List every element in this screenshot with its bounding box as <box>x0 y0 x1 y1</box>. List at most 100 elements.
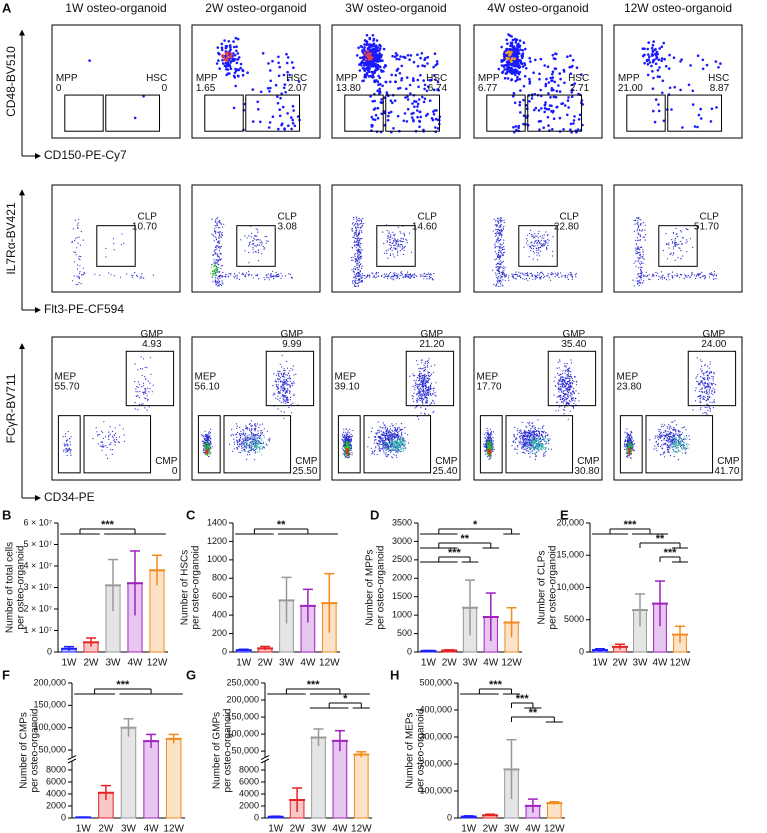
event-dot <box>404 96 407 99</box>
event-dot <box>419 373 421 375</box>
event-dot <box>692 247 694 249</box>
event-dot <box>498 230 500 232</box>
event-dot <box>400 64 404 68</box>
event-dot <box>638 224 640 227</box>
event-dot <box>204 433 207 436</box>
event-dot <box>347 430 349 432</box>
event-dot <box>495 266 498 268</box>
event-dot <box>216 245 218 247</box>
event-dot <box>534 233 536 235</box>
event-dot <box>499 257 501 259</box>
event-dot <box>678 247 680 249</box>
event-dot <box>542 272 544 274</box>
event-dot <box>390 278 392 280</box>
event-dot <box>666 258 669 260</box>
event-dot <box>252 251 254 253</box>
event-dot <box>286 56 290 59</box>
event-dot <box>420 390 422 393</box>
event-dot <box>710 107 714 111</box>
event-dot <box>252 240 254 242</box>
event-dot <box>387 234 389 236</box>
event-dot <box>422 403 424 405</box>
event-dot <box>521 49 525 52</box>
event-dot <box>246 447 248 449</box>
event-dot <box>668 86 672 90</box>
event-dot <box>148 406 150 408</box>
event-dot <box>645 271 647 273</box>
event-dot <box>292 402 294 404</box>
event-dot <box>432 411 434 414</box>
event-dot <box>284 400 286 402</box>
event-dot <box>494 259 496 261</box>
event-dot <box>715 274 717 276</box>
event-dot <box>640 255 642 257</box>
event-dot <box>241 444 243 446</box>
event-dot <box>234 69 238 73</box>
event-dot <box>283 417 285 419</box>
event-dot <box>562 274 564 276</box>
event-dot <box>395 450 397 452</box>
event-dot <box>502 285 504 287</box>
event-dot <box>416 53 419 56</box>
event-dot <box>281 354 283 357</box>
gate <box>83 415 152 474</box>
event-dot <box>217 261 219 263</box>
event-dot <box>661 79 665 83</box>
event-dot <box>358 273 360 275</box>
event-dot <box>358 217 360 220</box>
event-dot <box>399 246 401 248</box>
event-dot <box>248 444 250 446</box>
event-dot <box>637 273 640 275</box>
event-dot <box>433 52 437 55</box>
event-dot <box>253 437 255 439</box>
event-dot <box>518 39 522 42</box>
event-dot <box>282 372 285 374</box>
event-dot <box>366 276 368 278</box>
event-dot <box>502 254 504 256</box>
event-dot <box>496 245 498 248</box>
event-dot <box>348 444 351 446</box>
event-dot <box>495 272 497 274</box>
event-dot <box>400 437 402 439</box>
event-dot <box>505 274 508 276</box>
event-dot <box>210 438 212 440</box>
event-dot <box>77 222 79 224</box>
event-dot <box>404 440 406 442</box>
event-dot <box>360 276 362 278</box>
event-dot <box>368 63 372 67</box>
event-dot <box>405 76 409 79</box>
event-dot <box>409 92 412 95</box>
event-dot <box>375 273 378 275</box>
event-dot <box>373 453 375 455</box>
event-dot <box>500 260 502 262</box>
event-dot <box>352 270 355 272</box>
event-dot <box>351 223 354 225</box>
event-dot <box>528 233 531 235</box>
event-dot <box>380 448 382 450</box>
event-dot <box>506 65 510 69</box>
event-dot <box>230 435 232 437</box>
event-dot <box>210 443 212 445</box>
event-dot <box>633 262 635 264</box>
event-dot <box>250 431 252 433</box>
event-dot <box>434 364 436 366</box>
event-dot <box>291 104 295 108</box>
event-dot <box>418 379 420 381</box>
event-dot <box>541 245 543 247</box>
event-dot <box>92 438 94 440</box>
event-dot <box>76 247 78 249</box>
event-dot <box>522 84 526 88</box>
event-dot <box>228 44 232 47</box>
event-dot <box>74 240 76 242</box>
event-dot <box>537 109 541 112</box>
event-dot <box>348 456 350 458</box>
event-dot <box>428 278 430 280</box>
event-dot <box>66 443 68 446</box>
gate <box>105 94 161 132</box>
event-dot <box>390 433 392 435</box>
event-dot <box>357 242 359 244</box>
event-dot <box>383 447 385 449</box>
event-dot <box>280 410 282 412</box>
event-dot <box>534 274 536 276</box>
event-dot <box>409 273 412 275</box>
